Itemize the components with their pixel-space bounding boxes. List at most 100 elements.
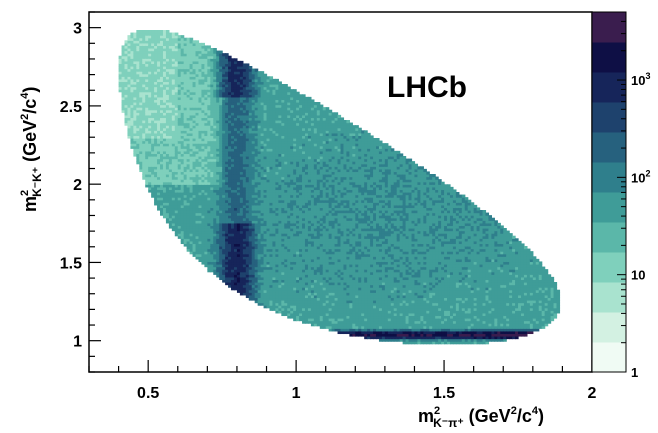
heatmap-cell [201,86,205,90]
heatmap-cell [207,248,211,252]
heatmap-cell [299,150,303,155]
heatmap-cell [130,127,134,131]
heatmap-cell [239,264,244,268]
heatmap-cell [165,107,170,111]
heatmap-cell [136,35,140,39]
heatmap-cell [257,297,262,301]
heatmap-cell [142,161,146,165]
heatmap-cell [201,50,205,54]
heatmap-cell [260,96,265,101]
heatmap-cell [216,84,220,88]
heatmap-cell [168,171,173,175]
heatmap-cell [186,204,191,209]
heatmap-cell [248,228,253,232]
heatmap-cell [168,153,173,157]
heatmap-cell [216,264,220,268]
heatmap-cell [281,86,285,90]
heatmap-cell [139,78,143,83]
heatmap-cell [168,109,173,113]
heatmap-cell [225,168,229,173]
heatmap-cell [284,189,288,193]
heatmap-cell [192,220,197,224]
heatmap-cell [136,60,140,65]
heatmap-cell [287,171,291,175]
heatmap-cell [275,228,279,232]
heatmap-cell [302,271,306,275]
heatmap-cell [139,71,143,75]
heatmap-cell [248,117,253,121]
heatmap-cell [233,114,238,119]
heatmap-cell [160,86,164,90]
heatmap-cell [213,189,217,193]
heatmap-cell [180,158,185,162]
heatmap-cell [148,125,152,129]
heatmap-cell [213,68,217,72]
heatmap-cell [216,135,220,139]
heatmap-cell [293,153,297,157]
heatmap-cell [287,138,291,142]
heatmap-cell [284,279,288,283]
heatmap-cell [219,184,223,188]
heatmap-cell [248,220,253,224]
heatmap-cell [216,86,220,90]
heatmap-cell [219,215,223,219]
heatmap-cell [177,148,182,152]
heatmap-cell [186,238,191,242]
heatmap-cell [219,246,223,250]
heatmap-cell [171,148,176,152]
heatmap-cell [222,269,226,273]
heatmap-cell [257,197,262,201]
heatmap-cell [290,294,294,299]
heatmap-cell [148,186,152,191]
heatmap-cell [245,73,250,77]
heatmap-cell [139,63,143,67]
heatmap-cell [219,269,223,273]
heatmap-cell [269,256,274,260]
heatmap-cell [236,135,241,139]
heatmap-cell [248,246,253,250]
heatmap-cell [281,217,285,221]
heatmap-cell [284,125,288,129]
heatmap-cell [278,158,282,162]
heatmap-cell [239,199,244,203]
heatmap-cell [281,215,285,219]
heatmap-cell [257,258,262,263]
heatmap-cell [245,264,250,268]
heatmap-cell [186,135,191,139]
heatmap-cell [177,117,182,121]
heatmap-cell [299,225,303,229]
heatmap-cell [127,68,132,72]
heatmap-cell [272,220,277,224]
heatmap-cell [195,225,200,229]
heatmap-cell [139,117,143,121]
heatmap-cell [236,199,241,203]
heatmap-cell [198,171,203,175]
heatmap-cell [219,228,223,232]
heatmap-cell [266,240,271,245]
heatmap-cell [195,58,200,62]
heatmap-cell [275,220,279,224]
heatmap-cell [275,266,279,270]
heatmap-cell [231,194,235,198]
heatmap-cell [260,292,265,296]
heatmap-cell [210,186,214,191]
heatmap-cell [293,194,297,198]
heatmap-cell [148,140,152,144]
heatmap-cell [222,276,226,281]
heatmap-cell [174,96,179,101]
heatmap-cell [186,45,191,49]
heatmap-cell [124,78,129,83]
heatmap-cell [293,210,297,214]
heatmap-cell [278,81,282,85]
heatmap-cell [248,240,253,245]
heatmap-cell [269,276,274,281]
heatmap-cell [210,217,214,221]
heatmap-cell [192,45,197,49]
heatmap-cell [248,81,253,85]
heatmap-cell [180,76,185,80]
heatmap-cell [269,76,274,80]
heatmap-cell [210,104,214,108]
heatmap-cell [136,99,140,103]
heatmap-cell [287,122,291,126]
heatmap-cell [204,179,208,183]
